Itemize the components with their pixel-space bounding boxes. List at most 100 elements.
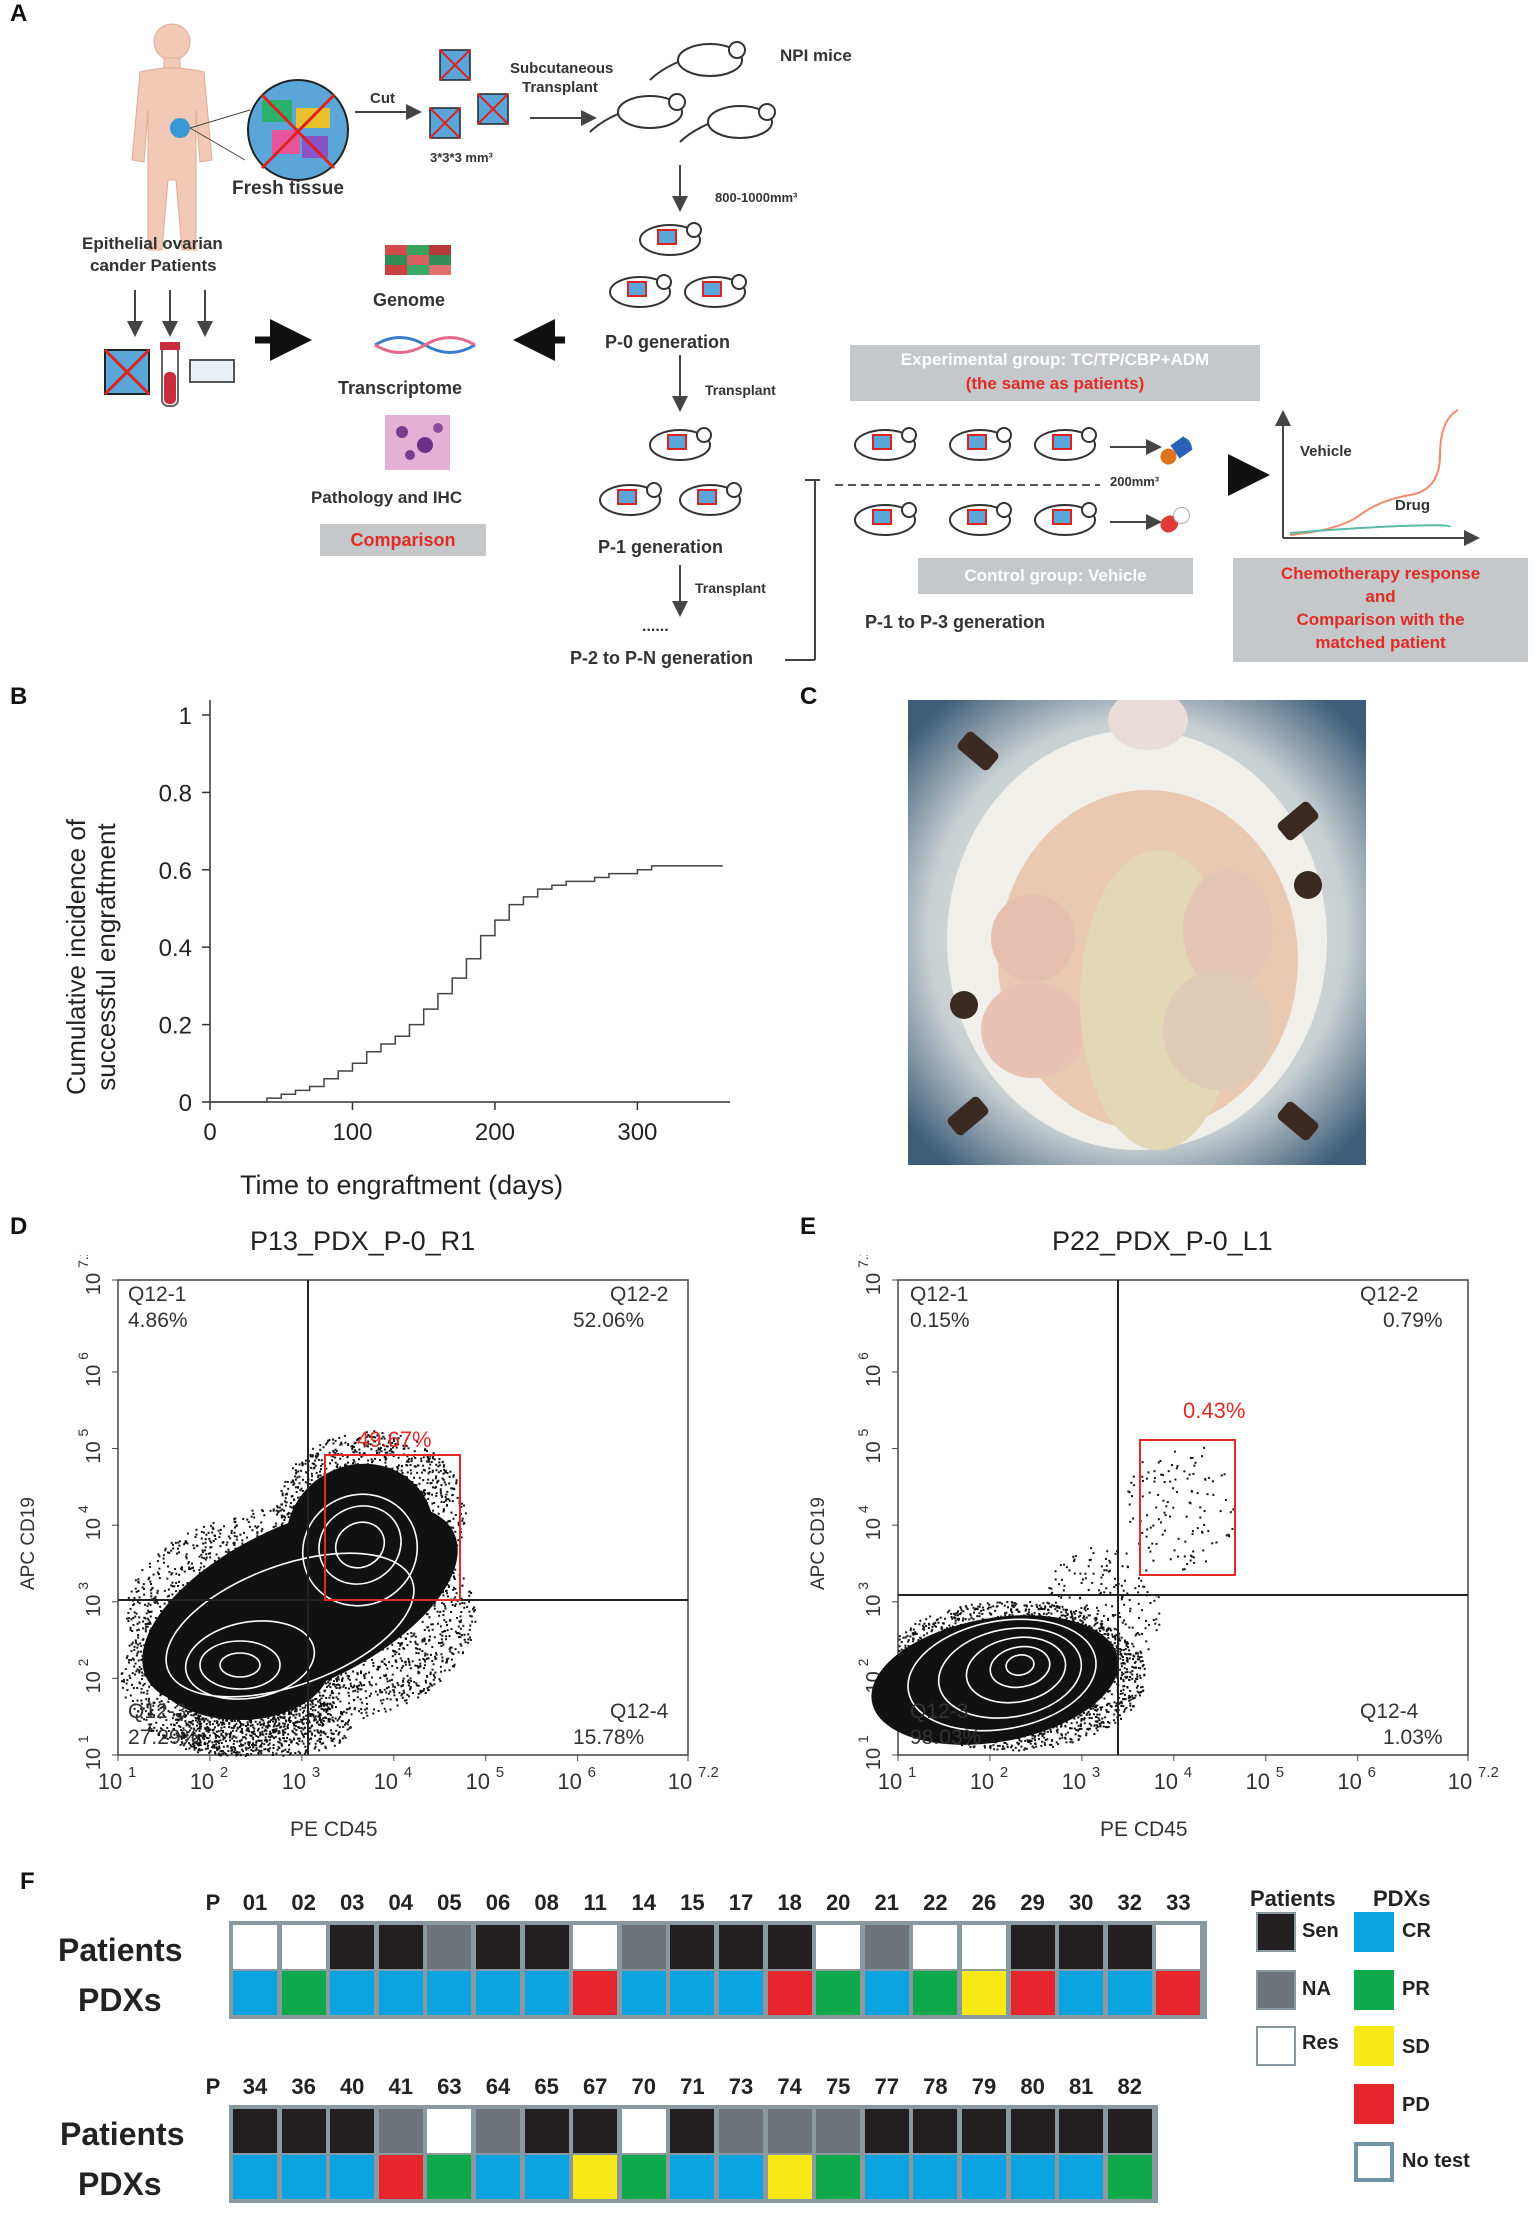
gate-box <box>1139 1439 1236 1576</box>
pdx-response-cell <box>233 2155 277 2199</box>
d-ylabel: APC CD19 <box>18 1497 39 1590</box>
panel-label-b: B <box>10 683 28 710</box>
drug-pill-icon <box>1160 436 1193 465</box>
d-q1-value: 4.86% <box>128 1309 188 1332</box>
row1-p-label: P <box>205 1890 221 1915</box>
contour-ring <box>989 1645 1051 1689</box>
y-tick-group: 10 5 <box>75 1429 105 1464</box>
pdx-response-cell <box>1156 1971 1201 2015</box>
y-tick-label: 10 <box>863 1441 885 1463</box>
pdx-response-cell <box>767 2155 812 2199</box>
y-tick-exponent: 4 <box>75 1505 91 1513</box>
patient-body-icon <box>131 23 213 251</box>
legend-sd-swatch <box>1354 2026 1394 2066</box>
e-xlabel: PE CD45 <box>1100 1818 1188 1841</box>
pdx-response-cell <box>816 2155 861 2199</box>
patient-id: 32 <box>1117 1890 1143 1915</box>
tumor-icon <box>170 118 190 138</box>
e-title: P22_PDX_P-0_L1 <box>1052 1226 1273 1256</box>
patient-response-cell <box>913 1925 958 1969</box>
p2-generation-label: P-2 to P-N generation <box>570 648 754 668</box>
subcutaneous-label: Subcutaneous <box>510 60 614 77</box>
d-q4-value: 15.78% <box>573 1726 645 1749</box>
patient-id: 30 <box>1068 1890 1094 1915</box>
engraftment-curve-chart: 0 100 200 300 0 0.2 0.4 0.6 0.8 1 <box>159 700 730 1146</box>
fresh-tissue-icon <box>247 79 349 181</box>
x-tick-label: 10 <box>374 1769 398 1794</box>
e-q2-value: 0.79% <box>1383 1309 1443 1332</box>
contour-ring <box>907 1618 1097 1732</box>
row2-pdxs-label: PDXs <box>78 2166 162 2202</box>
legend-na-label: NA <box>1302 1978 1331 2000</box>
x-tick-exponent: 3 <box>1092 1764 1100 1781</box>
experimental-group-box: Experimental group: TC/TP/CBP+ADM (the s… <box>850 345 1260 401</box>
response-curve-chart <box>1275 409 1480 546</box>
comparison-box: Comparison <box>320 524 486 556</box>
pdx-response-cell <box>476 1971 520 2015</box>
patient-response-cell <box>719 2109 763 2153</box>
patient-id: 20 <box>825 1890 851 1915</box>
y-tick-group: 10 1 <box>75 1735 105 1770</box>
pdx-response-cell <box>767 1971 812 2015</box>
pdx-response-cell <box>330 2155 375 2199</box>
p1-p3-label: P-1 to P-3 generation <box>865 612 1046 632</box>
x-tick-exponent: 3 <box>312 1764 320 1781</box>
patient-id: 41 <box>388 2074 414 2099</box>
grid-frame <box>229 1921 1207 2019</box>
pdx-response-cell <box>962 2155 1006 2199</box>
patient-id: 36 <box>291 2074 316 2099</box>
pdx-response-cell <box>281 1971 326 2015</box>
p0-mouse-group <box>609 222 747 308</box>
y-tick-label: 0.6 <box>159 858 192 885</box>
x-tick-label: 10 <box>970 1769 994 1794</box>
x-tick-exponent: 7.2 <box>698 1764 719 1781</box>
pdx-response-cell <box>1010 1971 1055 2015</box>
x-tick-label: 10 <box>557 1769 581 1794</box>
pdx-response-cell <box>427 1971 472 2015</box>
pdx-response-cell <box>864 1971 909 2015</box>
y-tick-label: 0.4 <box>159 935 192 962</box>
x-tick-label: 10 <box>465 1769 489 1794</box>
genome-heatmap-icon <box>385 245 451 275</box>
patient-response-cell <box>524 2109 569 2153</box>
pdx-response-cell <box>913 1971 958 2015</box>
pdx-response-cell <box>573 2155 618 2199</box>
pdx-response-cell <box>476 2155 520 2199</box>
legend-res-label: Res <box>1302 2032 1339 2054</box>
panel-label-d: D <box>10 1213 28 1240</box>
contour-ring <box>301 1493 419 1607</box>
p1-mouse-group <box>599 427 742 516</box>
x-tick-label: 10 <box>1448 1769 1472 1794</box>
block-size-label: 3*3*3 mm³ <box>430 150 493 165</box>
patient-id: 11 <box>583 1890 607 1915</box>
patient-id: 06 <box>485 1890 511 1915</box>
patient-id: 73 <box>728 2074 754 2099</box>
cut-label: Cut <box>370 90 395 107</box>
y-tick-exponent: 6 <box>855 1352 871 1360</box>
pdx-response-cell <box>621 1971 666 2015</box>
mouse-photo <box>908 700 1366 1165</box>
e-ylabel: APC CD19 <box>808 1497 829 1590</box>
volume1-label: 800-1000mm³ <box>715 190 798 205</box>
patient-response-cell <box>281 1925 326 1969</box>
patient-response-cell <box>233 2109 277 2153</box>
patient-response-cell <box>670 1925 715 1969</box>
patient-response-cell <box>816 2109 861 2153</box>
y-tick-group: 10 3 <box>855 1582 885 1617</box>
chemotherapy-response-box: Chemotherapy response and Comparison wit… <box>1233 558 1528 662</box>
x-tick-label: 100 <box>332 1119 372 1146</box>
experimental-mouse-group <box>854 427 1097 461</box>
contour-ring <box>184 1620 316 1700</box>
legend-pdxs-title: PDXs <box>1373 1886 1431 1911</box>
x-tick-exponent: 1 <box>908 1764 916 1781</box>
patient-response-cell <box>1107 1925 1152 1969</box>
plot-frame <box>897 1279 1469 1756</box>
y-tick-label: 10 <box>863 1748 885 1770</box>
pdx-response-cell <box>1059 2155 1104 2199</box>
patient-response-cell <box>962 1925 1006 1969</box>
contour-ring <box>199 1640 281 1690</box>
pdx-response-cell <box>573 1971 618 2015</box>
patient-id: 18 <box>777 1890 802 1915</box>
pdx-response-cell <box>1010 2155 1055 2199</box>
patient-response-cell <box>670 2109 715 2153</box>
